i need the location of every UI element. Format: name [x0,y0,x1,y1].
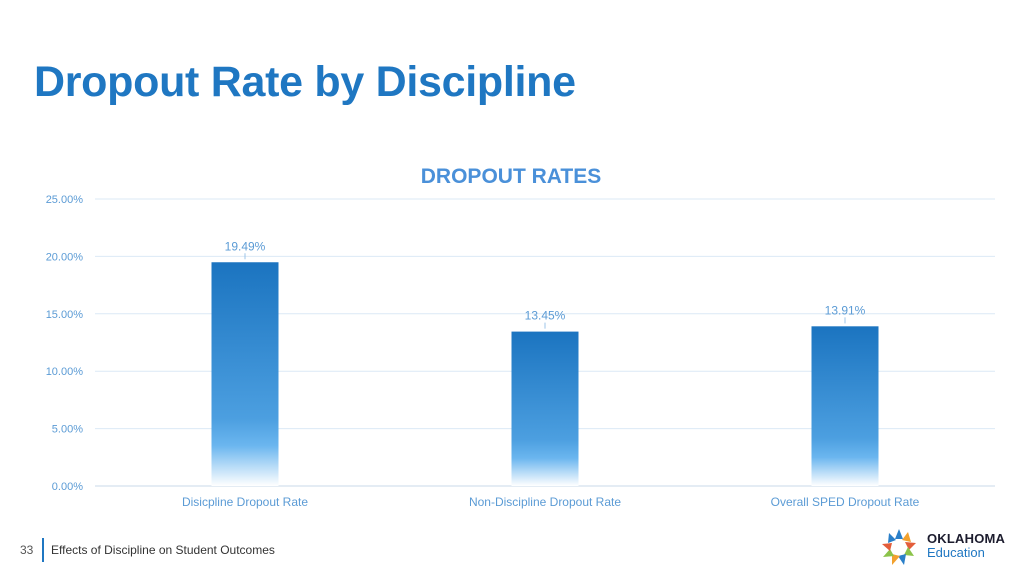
y-tick-label: 5.00% [52,424,83,436]
y-tick-label: 10.00% [46,366,84,378]
data-label: 19.49% [225,239,266,253]
chart-title: DROPOUT RATES [421,165,601,188]
data-label: 13.91% [825,303,866,317]
footer-text: Effects of Discipline on Student Outcome… [51,543,275,557]
y-tick-label: 15.00% [46,309,84,321]
category-label: Overall SPED Dropout Rate [771,495,920,509]
slide-title: Dropout Rate by Discipline [34,58,576,106]
dropout-rates-chart: DROPOUT RATES 0.00% 5.00% 10.00% 15.00% 20.0… [46,165,995,509]
footer-divider [42,538,44,562]
bar [511,331,579,486]
slide-footer: 33 Effects of Discipline on Student Outc… [0,538,420,564]
bar [211,262,279,486]
data-label: 13.45% [525,309,566,323]
category-label: Disicpline Dropout Rate [182,495,308,509]
oklahoma-education-logo: OKLAHOMA Education [878,526,1008,568]
page-number: 33 [20,543,34,557]
y-tick-label: 0.00% [52,481,83,493]
y-tick-label: 25.00% [46,194,84,206]
bar [811,326,879,486]
logo-text-education: Education [927,545,985,560]
category-label: Non-Discipline Dropout Rate [469,495,621,509]
oklahoma-star-mark-icon [882,529,916,565]
logo-text-oklahoma: OKLAHOMA [927,531,1006,546]
y-tick-label: 20.00% [46,251,84,263]
